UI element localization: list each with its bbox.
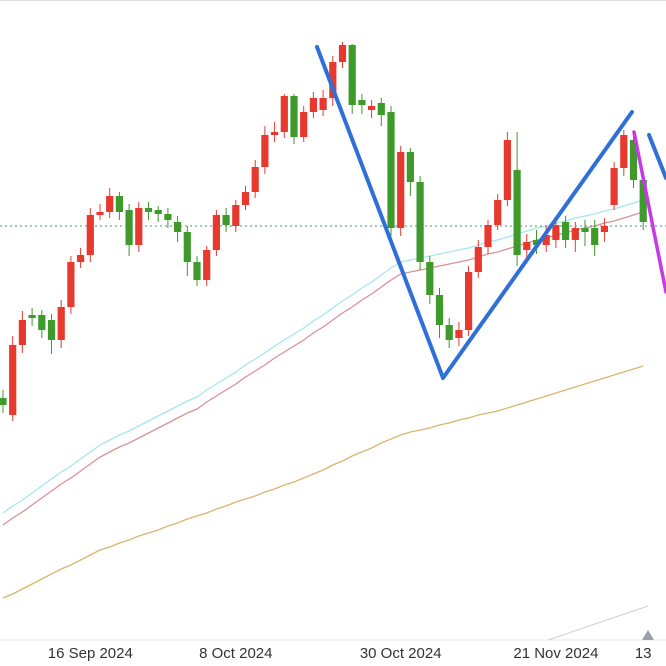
ma-line (2, 211, 644, 526)
candle-body (9, 345, 17, 415)
candle-body (368, 106, 376, 110)
trendline (632, 130, 666, 294)
candle-body (532, 240, 541, 245)
candle-body (629, 140, 638, 180)
candle-body (523, 242, 531, 250)
candle-body (261, 135, 269, 167)
candle-body (338, 45, 347, 62)
candle-body (435, 295, 444, 325)
candle-body (280, 96, 288, 132)
candle-body (474, 247, 482, 272)
candle-body (406, 152, 414, 182)
candle-body (377, 103, 385, 115)
candle-body (174, 222, 182, 232)
candle-body (600, 226, 608, 232)
candle-body (144, 208, 153, 212)
candle-body (484, 225, 492, 247)
candle-body (67, 262, 75, 307)
candle-body (222, 215, 230, 225)
candle-body (38, 315, 46, 330)
candle-body (241, 192, 250, 205)
candle-body (581, 228, 589, 232)
candle-body (552, 225, 560, 240)
candle-body (513, 170, 521, 255)
candle-body (0, 398, 7, 405)
candle-body (164, 214, 172, 220)
candle-body (639, 180, 647, 222)
candle-body (591, 228, 599, 245)
candle-body (610, 168, 618, 205)
candle-body (300, 112, 308, 137)
candle-body (271, 132, 279, 135)
candle-body (193, 262, 201, 280)
candle-body (348, 45, 356, 105)
candle-body (387, 112, 395, 228)
candle-body (416, 182, 424, 262)
candle-body (562, 222, 570, 240)
candle-body (309, 98, 317, 112)
ma-line (2, 199, 644, 514)
candle-body (426, 262, 434, 295)
x-tick-label: 13 (635, 645, 652, 662)
trendline (647, 133, 666, 180)
candle-body (18, 320, 26, 345)
candle-body (542, 235, 550, 245)
candle-body (203, 250, 211, 280)
candle-body (251, 167, 259, 192)
x-tick-label: 21 Nov 2024 (513, 645, 598, 662)
candle-body (620, 135, 628, 168)
candle-body (125, 210, 133, 245)
candle-body (28, 315, 36, 318)
trendline (315, 45, 634, 380)
candle-body (290, 96, 298, 137)
candle-body (77, 255, 85, 262)
candle-body (106, 196, 114, 212)
candle-body (329, 62, 337, 98)
candle-body (494, 200, 502, 225)
marker-icon (642, 630, 654, 640)
x-tick-label: 8 Oct 2024 (199, 645, 272, 662)
candle-body (455, 330, 463, 338)
x-tick-label: 16 Sep 2024 (48, 645, 133, 662)
candle-body (319, 98, 327, 110)
candle-body (154, 210, 162, 214)
candle-body (135, 208, 143, 245)
candle-body (96, 212, 104, 215)
candle-body (212, 215, 220, 250)
candle-body (358, 100, 366, 105)
candle-body (397, 152, 405, 228)
faint-line (547, 605, 649, 641)
plot (0, 42, 666, 599)
x-tick-label: 30 Oct 2024 (360, 645, 442, 662)
candle-body (115, 196, 123, 212)
candle-body (232, 205, 240, 226)
candle-body (47, 320, 56, 340)
candle-body (571, 228, 579, 240)
candle-body (465, 272, 473, 330)
ma-line (2, 365, 644, 599)
candle-body (57, 307, 65, 340)
candle-body (503, 140, 511, 200)
candle-body (86, 215, 94, 255)
candle-body (445, 325, 453, 340)
candle-body (183, 232, 191, 262)
